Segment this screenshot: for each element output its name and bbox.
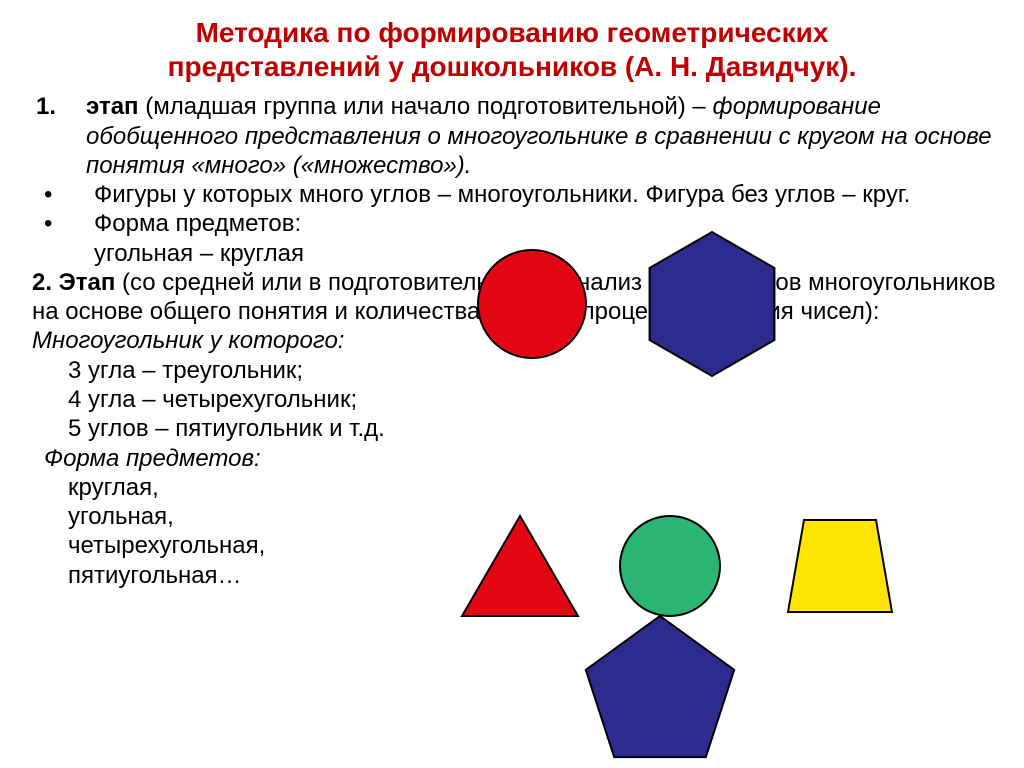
title-line-2: представлений у дошкольников (А. Н. Дави… [168, 51, 857, 82]
polygon-header: Многоугольник у которого: [32, 326, 1000, 355]
bullet-dot-icon: • [36, 209, 94, 268]
stage-1-text: этап (младшая группа или начало подготов… [86, 92, 1000, 180]
polygon-5: 5 углов – пятиугольник и т.д. [68, 414, 1000, 443]
bullet-2-text: Форма предметов: угольная – круглая [94, 209, 304, 268]
stage-2: 2. Этап (со средней или в подготовительн… [32, 268, 1000, 327]
form-angular: угольная, [68, 502, 1000, 531]
bullet-2b: угольная – круглая [94, 240, 304, 267]
slide-title: Методика по формированию геометрических … [24, 16, 1000, 84]
form-header: Форма предметов: [44, 444, 1000, 473]
stage-1-plain: (младшая группа или начало подготовитель… [139, 93, 713, 120]
bullet-1-text: Фигуры у которых много углов – многоугол… [94, 180, 910, 209]
bullet-2a: Форма предметов: [94, 210, 301, 237]
stage-1-number: 1. [36, 92, 86, 180]
form-quad: четырехугольная, [68, 531, 1000, 560]
bullet-shapes-many-angles: • Фигуры у которых много углов – многоуг… [36, 180, 1000, 209]
bullet-dot-icon: • [36, 180, 94, 209]
form-penta: пятиугольная… [68, 561, 1000, 590]
stage-2-text: (со средней или в подготовительной) – ан… [32, 269, 996, 325]
polygon-3: 3 угла – треугольник; [68, 356, 1000, 385]
bullet-form-objects: • Форма предметов: угольная – круглая [36, 209, 1000, 268]
stage-1-label: этап [86, 93, 139, 120]
polygon-4: 4 угла – четырехугольник; [68, 385, 1000, 414]
stage-2-label: 2. Этап [32, 269, 115, 296]
shape-pentagon-navy [586, 616, 734, 757]
title-line-1: Методика по формированию геометрических [196, 17, 829, 48]
stage-1: 1. этап (младшая группа или начало подго… [36, 92, 1000, 180]
form-round: круглая, [68, 473, 1000, 502]
